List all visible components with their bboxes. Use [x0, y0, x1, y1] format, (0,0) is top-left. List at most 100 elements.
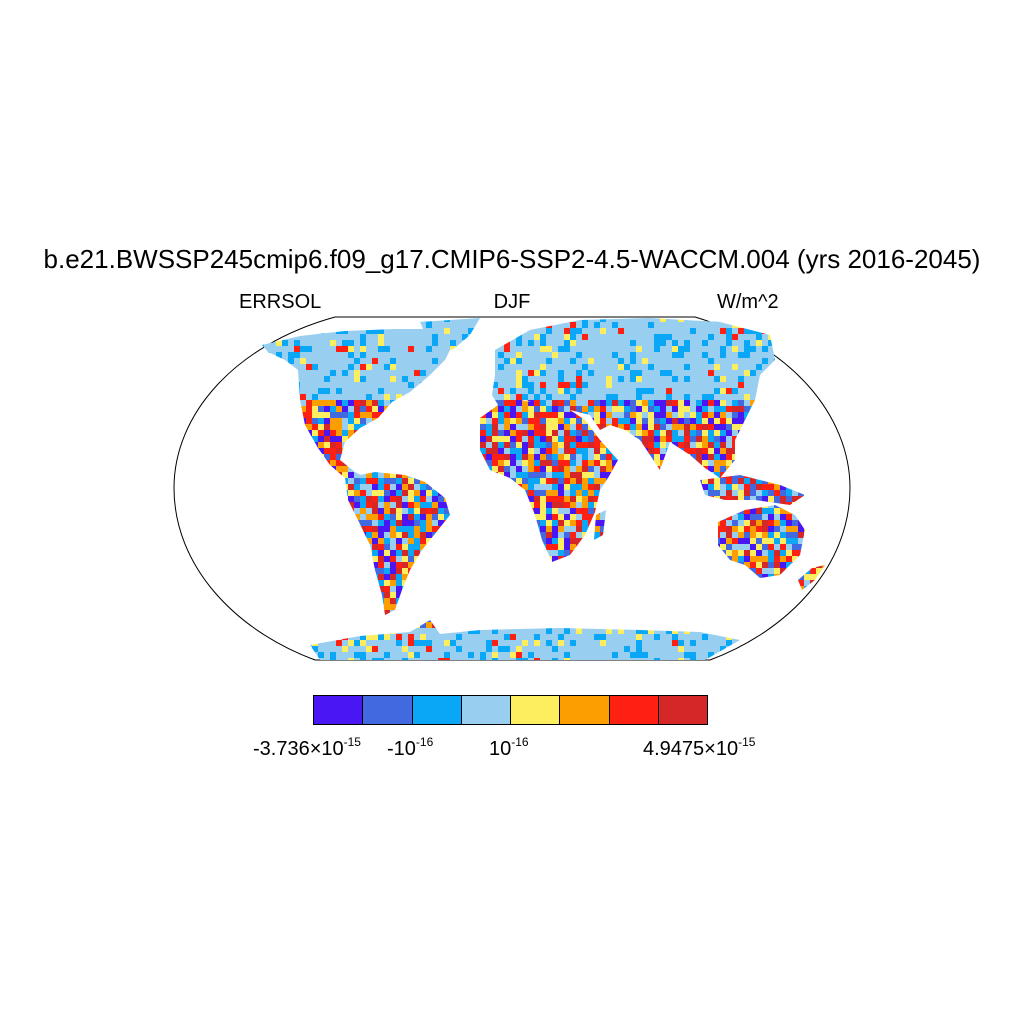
land-cell: [504, 352, 510, 358]
land-cell: [384, 400, 390, 406]
land-cell: [582, 454, 588, 460]
land-cell: [312, 424, 318, 430]
land-cell: [690, 448, 696, 454]
land-cell: [396, 340, 402, 346]
land-cell: [648, 382, 654, 388]
land-cell: [720, 478, 726, 484]
land-cell: [696, 370, 702, 376]
land-cell: [822, 394, 825, 400]
land-cell: [672, 328, 678, 334]
land-cell: [792, 538, 798, 544]
land-cell: [840, 406, 846, 412]
land-cell: [594, 442, 600, 448]
land-cell: [762, 334, 768, 340]
land-cell: [366, 412, 372, 418]
land-cell: [282, 352, 288, 358]
land-cell: [612, 394, 618, 400]
land-cell: [576, 334, 582, 340]
land-cell: [498, 388, 504, 394]
land-cell: [552, 400, 558, 406]
land-cell: [732, 430, 738, 436]
land-cell: [552, 550, 558, 556]
land-cell: [522, 394, 528, 400]
land-cell: [180, 562, 186, 568]
land-cell: [582, 520, 588, 526]
land-cell: [540, 394, 546, 400]
land-cell: [564, 538, 570, 544]
land-cell: [312, 436, 318, 442]
land-cell: [744, 364, 750, 370]
land-cell: [576, 370, 582, 376]
land-cell: [660, 364, 666, 370]
land-cell: [690, 454, 696, 460]
land-cell: [588, 376, 594, 382]
land-cell: [570, 538, 576, 544]
land-cell: [318, 352, 324, 358]
land-cell: [624, 322, 630, 328]
land-cell: [420, 508, 426, 514]
land-cell: [660, 442, 666, 448]
land-cell: [588, 364, 594, 370]
land-cell: [816, 382, 822, 388]
land-cell: [786, 490, 792, 496]
land-cell: [276, 322, 282, 328]
land-cell: [288, 346, 294, 352]
land-cell: [522, 484, 528, 490]
land-cell: [726, 526, 732, 532]
land-cell: [660, 328, 666, 334]
land-cell: [786, 322, 792, 328]
land-cell: [684, 430, 690, 436]
land-cell: [222, 316, 228, 322]
land-cell: [306, 394, 312, 400]
land-cell: [420, 370, 426, 376]
land-cell: [546, 418, 552, 424]
land-cell: [414, 358, 420, 364]
land-cell: [288, 352, 294, 358]
land-cell: [582, 526, 588, 532]
land-cell: [336, 412, 342, 418]
land-cell: [288, 322, 294, 328]
land-cell: [582, 430, 588, 436]
land-cell: [276, 318, 282, 322]
land-cell: [432, 334, 438, 340]
land-cell: [534, 442, 540, 448]
land-cell: [360, 514, 366, 520]
land-cell: [516, 364, 522, 370]
land-cell: [606, 388, 612, 394]
land-cell: [588, 502, 594, 508]
land-cell: [612, 400, 618, 406]
land-cell: [198, 370, 204, 376]
land-cell: [492, 370, 498, 376]
land-cell: [318, 334, 324, 340]
land-cell: [492, 424, 498, 430]
land-cell: [192, 394, 198, 400]
land-cell: [660, 430, 666, 436]
land-cell: [186, 328, 192, 334]
land-cell: [456, 322, 462, 328]
land-cell: [720, 340, 726, 346]
land-cell: [216, 364, 222, 370]
land-cell: [378, 406, 384, 412]
land-cell: [510, 406, 516, 412]
land-cell: [324, 382, 330, 388]
land-cell: [180, 364, 186, 370]
land-cell: [204, 370, 210, 376]
land-cell: [696, 454, 702, 460]
land-cell: [744, 520, 750, 526]
land-cell: [444, 340, 450, 346]
land-cell: [522, 424, 528, 430]
land-cell: [318, 442, 324, 448]
land-cell: [180, 328, 186, 334]
land-cell: [198, 346, 204, 352]
land-cell: [666, 376, 672, 382]
land-cell: [390, 568, 396, 574]
land-cell: [324, 394, 330, 400]
land-cell: [738, 550, 744, 556]
land-cell: [528, 430, 534, 436]
land-cell: [702, 334, 708, 340]
land-cell: [414, 364, 420, 370]
land-cell: [318, 388, 324, 394]
land-cell: [504, 466, 510, 472]
land-cell: [360, 364, 366, 370]
land-cell: [528, 418, 534, 424]
